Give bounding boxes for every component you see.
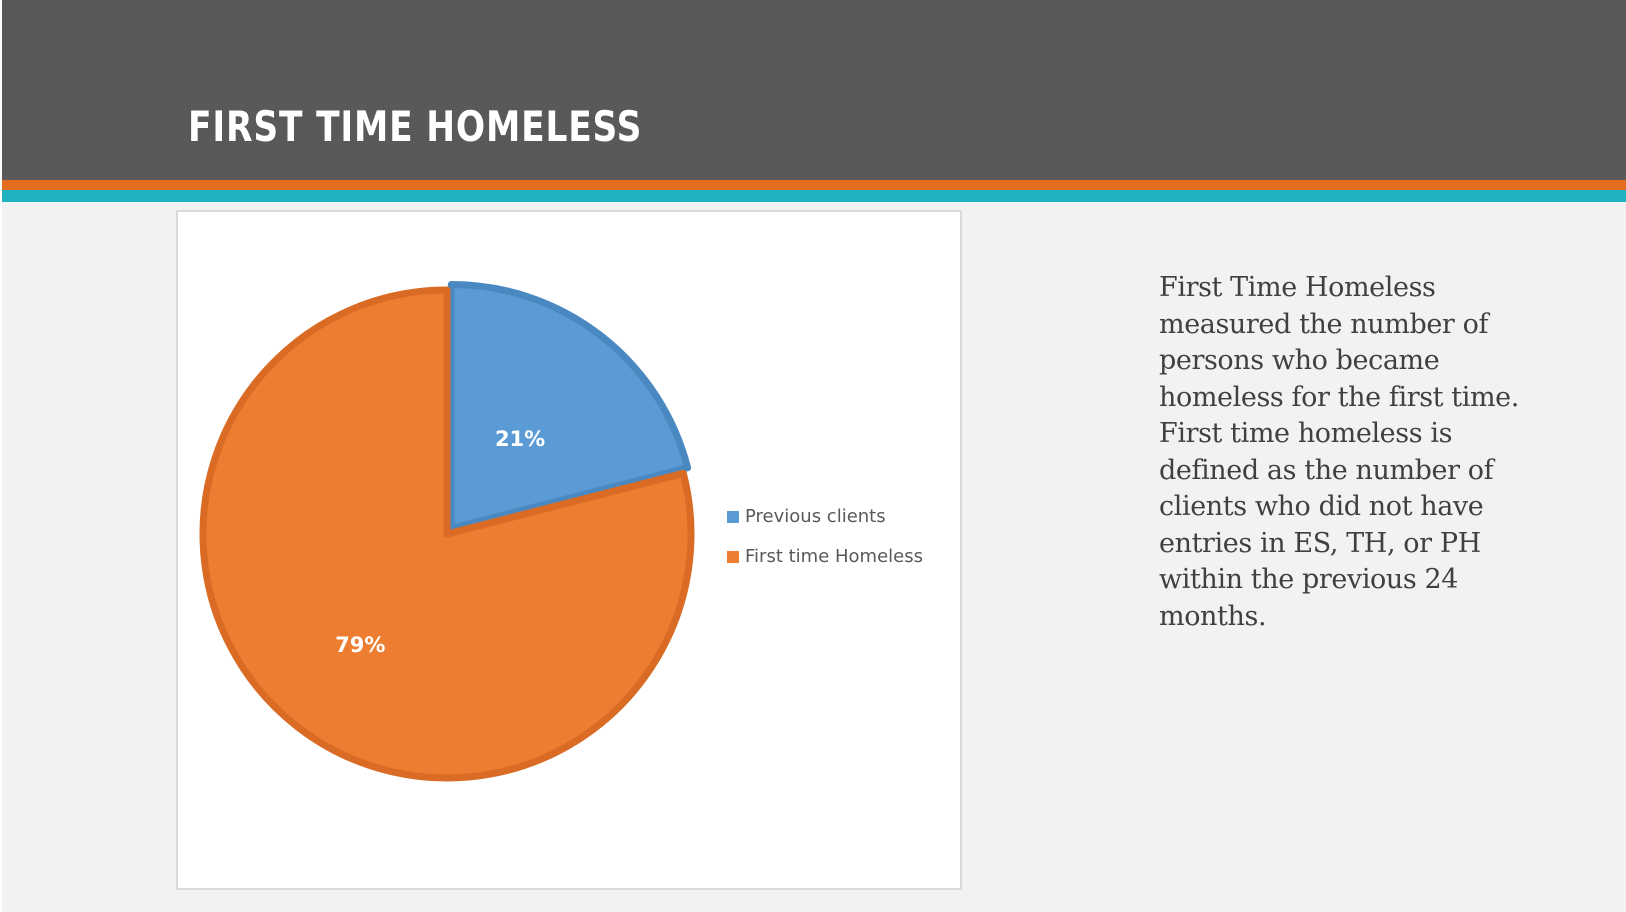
legend-label-first-time-homeless: First time Homeless (745, 546, 923, 567)
header-bar: FIRST TIME HOMELESS (2, 0, 1626, 180)
data-label-first-time-homeless: 79% (335, 633, 385, 657)
pie-chart: 21% 79% Previous clients First time Homele… (199, 280, 923, 782)
legend-swatch-first-time-homeless (727, 551, 739, 563)
page-title: FIRST TIME HOMELESS (188, 102, 643, 151)
description-text: First Time Homeless measured the number … (1159, 272, 1519, 632)
data-label-previous-clients: 21% (495, 427, 545, 451)
pie-data-labels: 21% 79% (335, 427, 545, 657)
legend-label-previous-clients: Previous clients (745, 506, 886, 527)
pie-slice-previous-clients (447, 280, 692, 532)
pie-chart-panel: 21% 79% Previous clients First time Homele… (176, 210, 962, 890)
chart-legend: Previous clients First time Homeless (727, 506, 923, 567)
pie-slice-first-time-homeless (199, 286, 695, 782)
accent-stripe-orange (2, 180, 1626, 190)
legend-swatch-previous-clients (727, 511, 739, 523)
slide-left-edge (0, 0, 2, 912)
pie-slices (199, 280, 695, 782)
accent-stripe-teal (2, 190, 1626, 202)
